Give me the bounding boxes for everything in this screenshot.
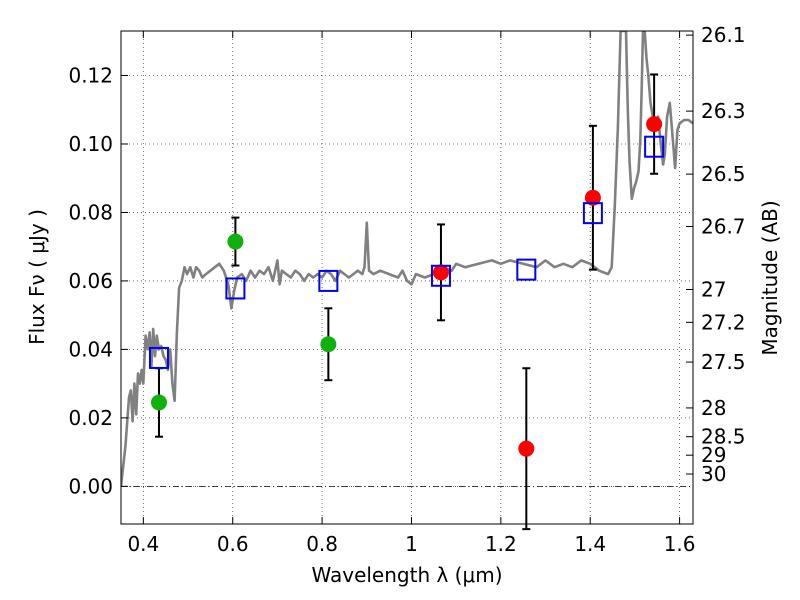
x-tick-label: 0.8	[306, 532, 338, 556]
right-tick-label: 26.3	[701, 99, 746, 123]
spectrum	[121, 31, 693, 487]
right-tick-label: 28.5	[701, 425, 746, 449]
y-tick-label: 0.00	[68, 474, 113, 498]
right-tick-label: 29	[701, 443, 726, 467]
data-point	[518, 440, 535, 457]
data-point	[320, 336, 337, 353]
data-point	[150, 394, 167, 411]
right-tick-label: 27	[701, 277, 726, 301]
data-point	[432, 264, 449, 281]
x-tick-label: 0.6	[217, 532, 249, 556]
y-axis-right-label: Magnitude (AB)	[758, 200, 782, 355]
x-tick-label: 1	[405, 532, 418, 556]
right-tick-label: 26.5	[701, 162, 746, 186]
right-tick-label: 28	[701, 396, 726, 420]
right-tick-label: 27.5	[701, 350, 746, 374]
plot-frame	[120, 30, 694, 525]
y-tick-label: 0.06	[68, 269, 113, 293]
grid-lines	[121, 31, 693, 524]
y-tick-label: 0.12	[68, 64, 113, 88]
model-point	[148, 346, 169, 369]
x-tick-label: 1.4	[574, 532, 606, 556]
y-tick-label: 0.02	[68, 406, 113, 430]
y-tick-label: 0.04	[68, 337, 113, 361]
model-point	[318, 269, 339, 292]
model-point	[516, 258, 537, 281]
data-point	[646, 116, 663, 133]
x-axis-label: Wavelength λ (μm)	[311, 563, 502, 587]
y-tick-label: 0.10	[68, 132, 113, 156]
model-point	[582, 202, 603, 225]
x-tick-label: 1.2	[485, 532, 517, 556]
y-tick-label: 0.08	[68, 200, 113, 224]
data-point	[584, 189, 601, 206]
x-tick-label: 1.6	[664, 532, 696, 556]
right-tick-label: 27.2	[701, 310, 746, 334]
right-tick-label: 26.7	[701, 214, 746, 238]
model-point	[430, 264, 451, 287]
right-tick-label: 26.1	[701, 23, 746, 47]
axis-ticks: 0.4 0.6 0.8 1 1.2 1.4 1.6 0.00 0.02 0.04 0.06 0.08 0…	[68, 23, 745, 556]
model-point	[644, 135, 665, 158]
data-point	[227, 233, 244, 250]
spectrum-line	[121, 31, 693, 487]
y-axis-label: Flux Fν ( μJy )	[25, 209, 49, 345]
right-tick-label: 30	[701, 462, 726, 486]
model-point	[225, 277, 246, 300]
x-tick-label: 0.4	[127, 532, 159, 556]
data-markers	[148, 116, 665, 457]
